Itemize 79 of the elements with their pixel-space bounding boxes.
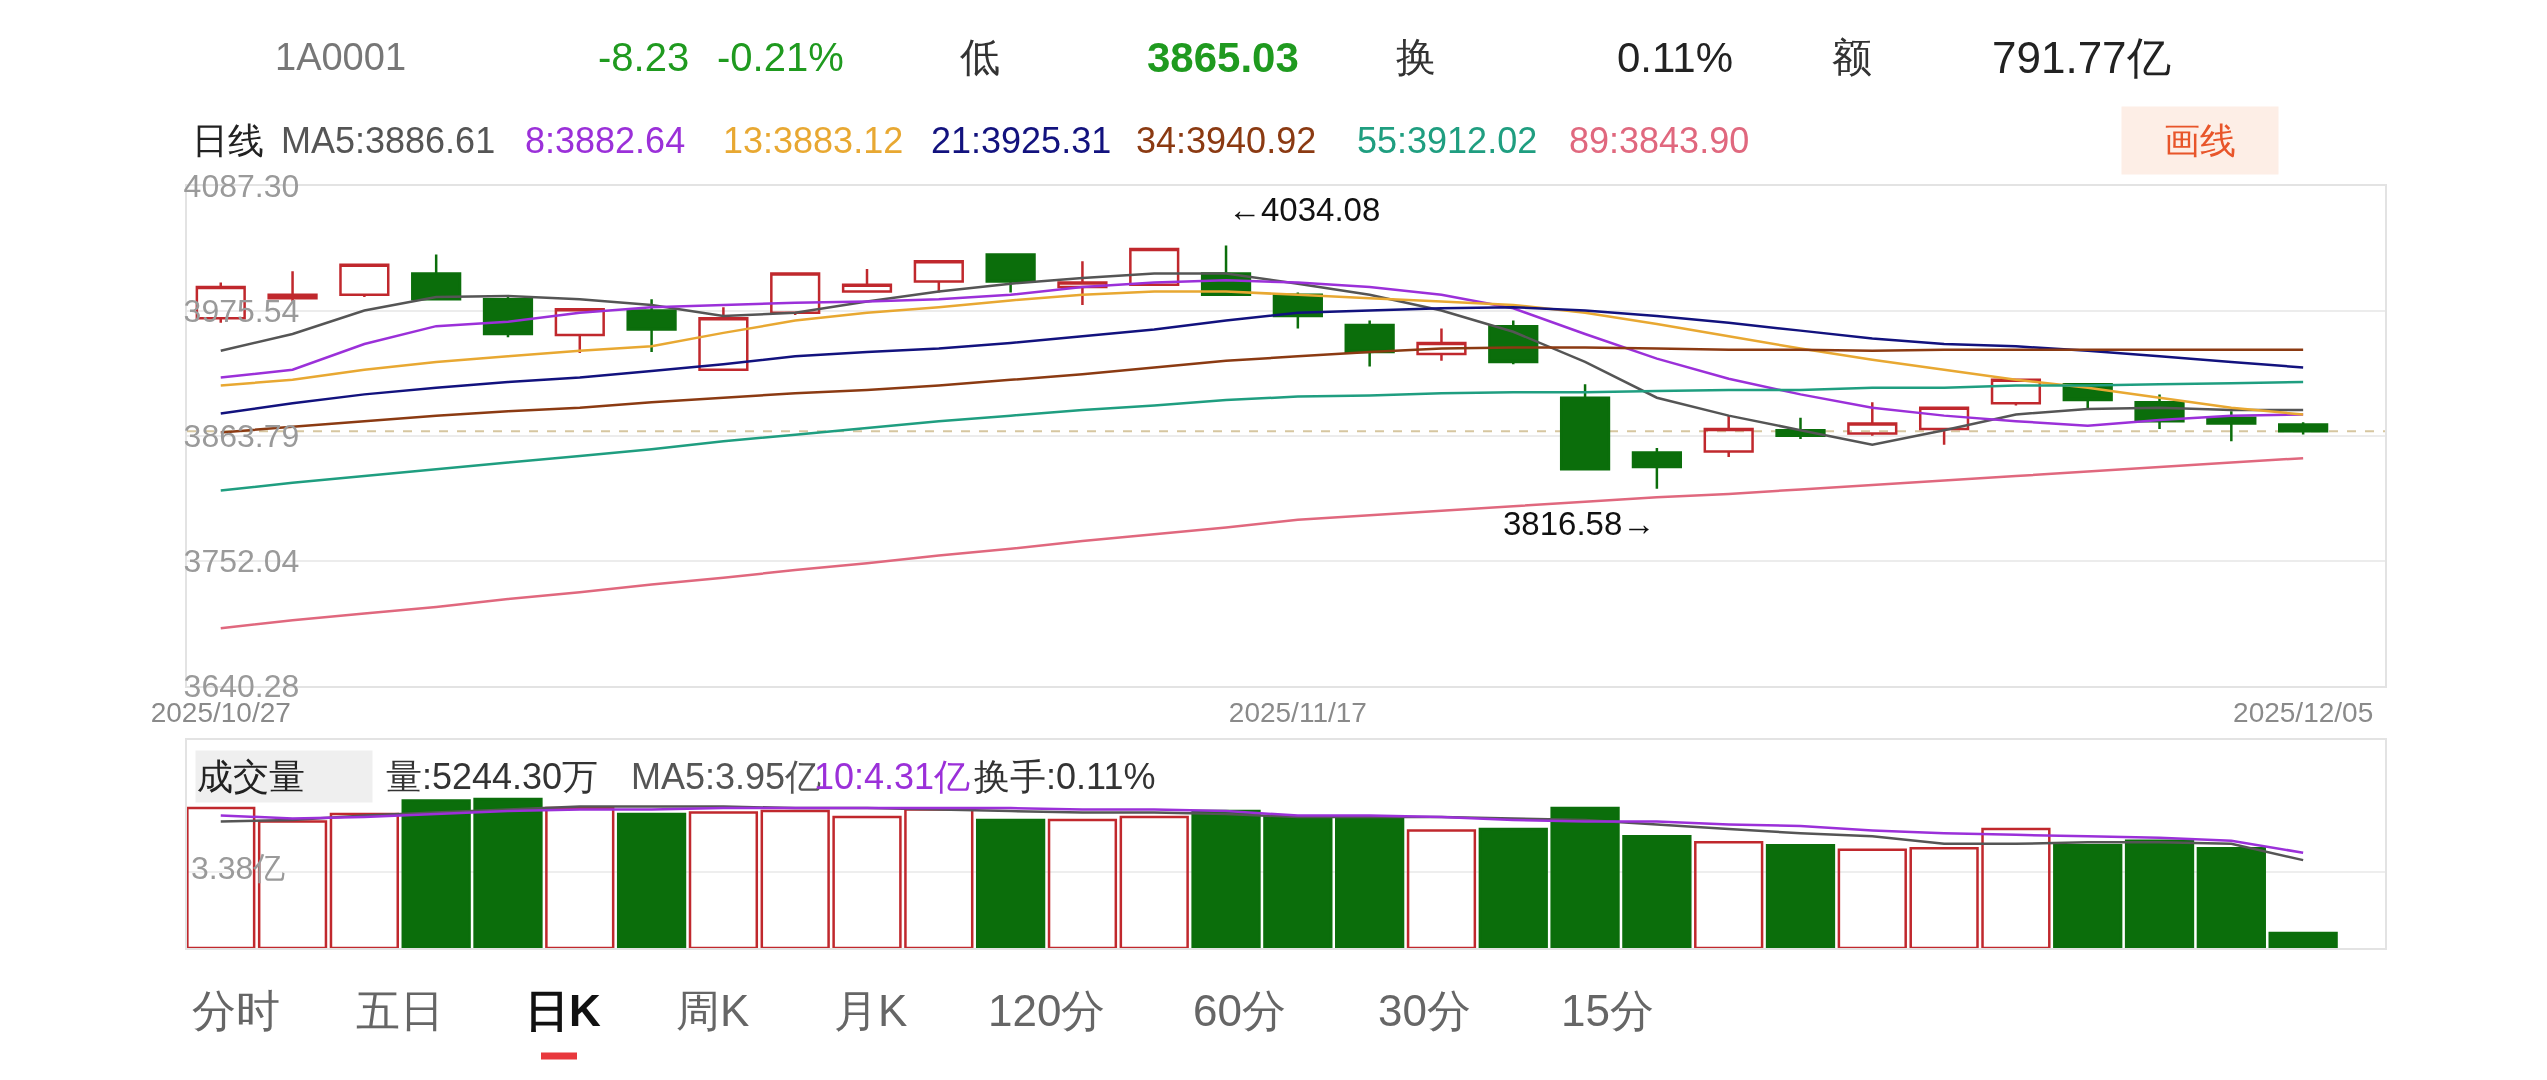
- text: 换手:0.11%: [974, 756, 1156, 797]
- legend-title: 日线: [192, 120, 264, 161]
- candlestick: [339, 262, 390, 299]
- text: MA5:3886.61: [281, 120, 496, 161]
- text: 0.11%: [1617, 34, 1733, 81]
- text: 89:3843.90: [1569, 120, 1750, 161]
- text: 五日: [356, 986, 444, 1035]
- bar: [1191, 809, 1261, 948]
- bar: [1406, 829, 1477, 948]
- text: -0.21%: [717, 35, 844, 79]
- candlestick: [1631, 446, 1683, 491]
- text: 13:3883.12: [723, 120, 904, 161]
- text: 60分: [1193, 986, 1286, 1035]
- candlestick: [1703, 414, 1754, 459]
- candlestick: [1416, 327, 1467, 363]
- candlestick: [411, 253, 462, 302]
- bar: [616, 812, 687, 948]
- text: 21:3925.31: [931, 120, 1112, 161]
- bar: [975, 818, 1046, 948]
- candlestick: [1847, 400, 1898, 438]
- bar: [2124, 839, 2195, 948]
- text: 34:3940.92: [1136, 120, 1317, 161]
- bar: [760, 809, 830, 948]
- bar: [2268, 931, 2338, 948]
- text: 1A0001: [275, 36, 407, 78]
- bar: [1119, 815, 1189, 948]
- candlestick: [1559, 383, 1611, 472]
- bar: [1909, 846, 1979, 948]
- text: 分时: [192, 986, 280, 1035]
- bar: [1694, 841, 1764, 948]
- candlestick: [482, 295, 534, 339]
- bar: [1981, 827, 2051, 948]
- bar: [1478, 827, 1548, 948]
- text: 791.77亿: [1992, 33, 2171, 82]
- text: 3865.03: [1147, 34, 1299, 81]
- bar: [1047, 818, 1118, 948]
- candlestick: [985, 252, 1036, 294]
- legend-title: 成交量: [197, 756, 305, 797]
- bar: [1622, 835, 1692, 948]
- text: 日K: [525, 986, 601, 1035]
- text: 画线: [2164, 120, 2236, 161]
- candlestick: [1918, 406, 1970, 446]
- bar: [2053, 844, 2123, 948]
- candlestick: [841, 267, 893, 293]
- annotation: 3816.58→: [1503, 505, 1656, 542]
- x-tick-label: 2025/12/05: [2233, 696, 2374, 728]
- candlestick: [698, 305, 749, 373]
- text: 低: [960, 35, 1000, 79]
- text: 8:3882.64: [525, 120, 686, 161]
- bar: [401, 799, 471, 948]
- text: 55:3912.02: [1357, 120, 1538, 161]
- text: -8.23: [598, 35, 690, 79]
- bar: [832, 815, 902, 948]
- bar: [688, 811, 759, 948]
- bar: [1263, 815, 1333, 948]
- candlestick: [1129, 247, 1180, 288]
- text: 月K: [834, 986, 908, 1035]
- y-tick-label: 3752.04: [183, 543, 300, 580]
- text: 15分: [1561, 986, 1654, 1035]
- text: 额: [1832, 35, 1872, 79]
- candlestick: [2278, 421, 2329, 436]
- bar: [1765, 844, 1836, 948]
- candlestick: [554, 307, 605, 355]
- text: 30分: [1378, 986, 1471, 1035]
- x-tick-label: 2025/11/17: [1228, 696, 1367, 728]
- text: 周K: [676, 986, 750, 1035]
- bar: [1335, 817, 1405, 948]
- annotation: ←4034.08: [1228, 191, 1381, 228]
- bar: [1837, 848, 1907, 948]
- bar: [1550, 806, 1620, 948]
- candlestick: [2206, 409, 2257, 443]
- y-tick-label: 4087.30: [183, 168, 300, 205]
- text: 量:5244.30万: [386, 756, 599, 797]
- text: 换: [1396, 35, 1436, 79]
- candlestick: [626, 298, 677, 354]
- bar: [2196, 846, 2266, 948]
- bar: [473, 797, 543, 948]
- candlestick: [1344, 319, 1395, 368]
- text: 120分: [988, 986, 1106, 1035]
